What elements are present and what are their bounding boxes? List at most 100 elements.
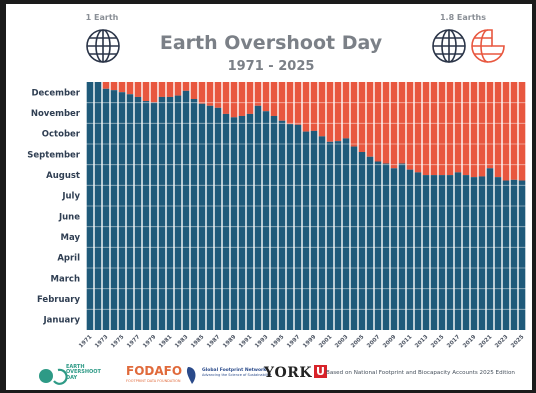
- global-footprint-network-logo: [186, 367, 196, 384]
- overshoot-bar: [294, 82, 302, 125]
- eod-line: EARTH: [66, 364, 85, 370]
- infographic-card: Earth Overshoot Day 1971 - 2025 1 Earth …: [6, 4, 532, 390]
- overshoot-day-bar: [494, 177, 502, 330]
- overshoot-day-bar: [374, 161, 382, 330]
- overshoot-day-bar: [182, 90, 190, 330]
- one-earth-label: 1 Earth: [86, 13, 119, 22]
- x-tick-label: 1975: [110, 334, 125, 349]
- overshoot-bar: [502, 82, 510, 181]
- x-tick-label: 2023: [494, 334, 509, 349]
- overshoot-day-bar: [118, 92, 126, 331]
- earth-overshoot-day-text: EARTH OVERSHOOT DAY: [66, 364, 101, 381]
- x-tick-label: 1993: [254, 334, 269, 349]
- x-tick-label: 2011: [398, 334, 413, 349]
- overshoot-bar: [142, 82, 150, 102]
- x-axis-labels: 1971 1973 1975 1977 1979 1981 1983 1985 1987 1989…: [78, 334, 525, 349]
- overshoot-bar: [238, 82, 246, 116]
- y-tick-label: May: [61, 233, 81, 243]
- x-tick-label: 2015: [430, 334, 445, 349]
- overshoot-day-bar: [470, 177, 478, 330]
- overshoot-bar: [198, 82, 206, 104]
- overshoot-bar: [118, 82, 126, 93]
- eod-line: DAY: [66, 374, 78, 381]
- overshoot-day-bar: [270, 115, 278, 331]
- overshoot-day-bar: [398, 163, 406, 330]
- overshoot-day-bar: [486, 168, 494, 330]
- x-tick-label: 2003: [334, 334, 349, 349]
- overshoot-day-bar: [518, 180, 526, 330]
- overshoot-day-bar: [478, 176, 486, 330]
- overshoot-day-bar: [430, 175, 438, 330]
- overshoot-bar: [390, 82, 398, 169]
- overshoot-bar: [350, 82, 358, 147]
- overshoot-day-bar: [422, 175, 430, 330]
- x-tick-label: 2013: [414, 334, 429, 349]
- overshoot-bar: [190, 82, 198, 99]
- overshoot-bar: [246, 82, 254, 114]
- eod-line: OVERSHOOT: [66, 369, 101, 376]
- overshoot-day-bar: [166, 96, 174, 331]
- overshoot-day-bar: [254, 105, 262, 330]
- overshoot-day-bar: [390, 168, 398, 330]
- overshoot-bar: [358, 82, 366, 152]
- x-tick-label: 1979: [142, 334, 157, 349]
- overshoot-bar: [374, 82, 382, 162]
- overshoot-day-bar: [190, 98, 198, 330]
- overshoot-bar: [214, 82, 222, 108]
- x-tick-label: 1985: [190, 334, 205, 349]
- x-tick-label: 1981: [158, 334, 173, 349]
- partial-globe-icon: [471, 29, 505, 63]
- overshoot-bar: [382, 82, 390, 164]
- overshoot-chart: Earth Overshoot Day 1971 - 2025 1 Earth …: [27, 13, 526, 385]
- overshoot-day-bar: [446, 175, 454, 330]
- overshoot-bar: [446, 82, 454, 176]
- overshoot-day-bar: [310, 130, 318, 330]
- gfn-title: Global Footprint Network: [202, 368, 267, 373]
- overshoot-bar: [150, 82, 158, 103]
- overshoot-day-bar: [110, 90, 118, 330]
- x-tick-label: 1999: [302, 334, 317, 349]
- overshoot-day-bar: [278, 120, 286, 331]
- overshoot-bar: [342, 82, 350, 139]
- x-tick-label: 2009: [382, 334, 397, 349]
- y-tick-label: March: [51, 274, 80, 284]
- overshoot-bar: [134, 82, 142, 97]
- x-tick-label: 1983: [174, 334, 189, 349]
- y-tick-label: February: [37, 295, 80, 305]
- york-text: YORK: [264, 365, 312, 381]
- x-tick-label: 1997: [286, 334, 301, 349]
- overshoot-day-bar: [126, 94, 134, 331]
- y-axis-labels: January February March April May June July Augu…: [27, 88, 81, 325]
- overshoot-day-bar: [102, 88, 110, 330]
- source-note: Based on National Footprint and Biocapac…: [326, 370, 515, 376]
- overshoot-day-bar: [142, 101, 150, 330]
- x-tick-label: 1987: [206, 334, 221, 349]
- y-tick-label: January: [43, 316, 81, 326]
- overshoot-bar: [166, 82, 174, 97]
- overshoot-bar: [454, 82, 462, 173]
- overshoot-day-bar: [326, 141, 334, 330]
- y-tick-label: August: [46, 171, 80, 181]
- overshoot-bar: [110, 82, 118, 91]
- overshoot-bar: [278, 82, 286, 121]
- overshoot-bar: [326, 82, 334, 142]
- overshoot-day-bar: [238, 115, 246, 331]
- overshoot-bar: [398, 82, 406, 164]
- overshoot-bar: [126, 82, 134, 95]
- overshoot-day-bar: [150, 102, 158, 330]
- y-tick-label: December: [31, 88, 80, 98]
- x-tick-label: 2001: [318, 334, 333, 349]
- x-tick-label: 1989: [222, 334, 237, 349]
- overshoot-day-bar: [510, 179, 518, 330]
- overshoot-bar: [102, 82, 110, 89]
- bars-group: [86, 82, 526, 331]
- overshoot-bar: [486, 82, 494, 169]
- overshoot-bar: [406, 82, 414, 170]
- globe-icon: [432, 29, 466, 63]
- y-tick-label: June: [58, 212, 80, 222]
- overshoot-bar: [302, 82, 310, 132]
- x-tick-label: 1973: [94, 334, 109, 349]
- overshoot-day-bar: [502, 180, 510, 330]
- overshoot-day-bar: [246, 113, 254, 330]
- overshoot-bar: [206, 82, 214, 106]
